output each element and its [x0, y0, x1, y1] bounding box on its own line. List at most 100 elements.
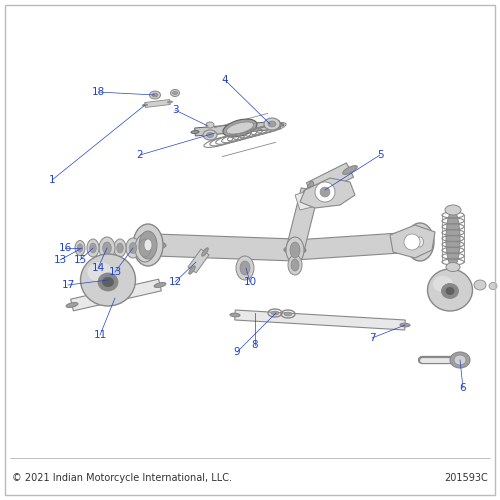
Ellipse shape [139, 239, 151, 257]
Ellipse shape [445, 205, 461, 215]
Text: 7: 7 [368, 333, 376, 343]
Ellipse shape [66, 302, 78, 308]
Ellipse shape [284, 312, 292, 316]
Text: 4: 4 [222, 75, 228, 85]
Ellipse shape [202, 248, 208, 256]
Polygon shape [390, 225, 435, 258]
Ellipse shape [87, 239, 99, 257]
Ellipse shape [144, 239, 152, 251]
Ellipse shape [284, 246, 306, 254]
Polygon shape [234, 310, 406, 330]
Ellipse shape [285, 246, 305, 254]
Circle shape [404, 234, 420, 250]
Ellipse shape [428, 269, 472, 311]
Polygon shape [306, 163, 354, 197]
Ellipse shape [135, 234, 155, 262]
Text: 6: 6 [460, 383, 466, 393]
Ellipse shape [77, 244, 83, 252]
Circle shape [315, 182, 335, 202]
Ellipse shape [88, 262, 112, 282]
Ellipse shape [489, 282, 497, 290]
Text: 14: 14 [92, 263, 104, 273]
Polygon shape [70, 279, 162, 311]
Text: 13: 13 [108, 267, 122, 277]
Ellipse shape [276, 124, 284, 126]
Polygon shape [295, 190, 320, 210]
Ellipse shape [446, 262, 460, 272]
Text: 9: 9 [234, 347, 240, 357]
Text: 1: 1 [48, 175, 56, 185]
Ellipse shape [450, 352, 470, 368]
Ellipse shape [102, 277, 114, 287]
Circle shape [320, 187, 330, 197]
Ellipse shape [268, 121, 276, 127]
Ellipse shape [236, 256, 254, 280]
Text: 201593C: 201593C [444, 473, 488, 483]
Text: 17: 17 [62, 280, 74, 290]
Polygon shape [154, 234, 296, 261]
Ellipse shape [433, 276, 453, 292]
Text: 16: 16 [58, 243, 71, 253]
Ellipse shape [129, 242, 137, 254]
Ellipse shape [102, 242, 112, 254]
Polygon shape [144, 100, 171, 108]
Text: 18: 18 [92, 87, 104, 97]
Ellipse shape [142, 104, 148, 106]
Ellipse shape [168, 101, 172, 103]
Text: 11: 11 [94, 330, 106, 340]
Ellipse shape [133, 224, 163, 266]
Ellipse shape [291, 259, 299, 271]
Ellipse shape [139, 231, 157, 259]
Ellipse shape [405, 238, 425, 246]
Polygon shape [188, 249, 209, 273]
Ellipse shape [99, 237, 115, 259]
Ellipse shape [203, 130, 217, 140]
Ellipse shape [291, 241, 299, 259]
Ellipse shape [223, 119, 257, 137]
Polygon shape [300, 178, 355, 208]
Text: 3: 3 [172, 105, 178, 115]
Ellipse shape [75, 240, 85, 256]
Ellipse shape [188, 266, 196, 274]
Ellipse shape [230, 313, 240, 317]
Ellipse shape [412, 230, 428, 254]
Ellipse shape [288, 255, 302, 275]
Ellipse shape [154, 282, 166, 288]
Ellipse shape [442, 284, 458, 298]
Text: 10: 10 [244, 277, 256, 287]
Ellipse shape [150, 91, 160, 99]
Ellipse shape [446, 287, 454, 295]
Polygon shape [194, 121, 280, 136]
Ellipse shape [116, 243, 123, 253]
Ellipse shape [170, 90, 179, 96]
Ellipse shape [286, 237, 304, 263]
Ellipse shape [152, 93, 158, 97]
Text: © 2021 Indian Motorcycle International, LLC.: © 2021 Indian Motorcycle International, … [12, 473, 232, 483]
Text: 8: 8 [252, 340, 258, 350]
Text: 5: 5 [376, 150, 384, 160]
Ellipse shape [172, 92, 178, 94]
Ellipse shape [342, 166, 357, 174]
Ellipse shape [446, 210, 460, 268]
Ellipse shape [90, 243, 96, 253]
Ellipse shape [98, 273, 118, 291]
Ellipse shape [306, 181, 314, 199]
Polygon shape [294, 232, 416, 260]
Text: 12: 12 [168, 277, 181, 287]
Text: 15: 15 [74, 255, 86, 265]
Ellipse shape [144, 241, 166, 249]
Polygon shape [286, 188, 318, 252]
Ellipse shape [264, 118, 280, 130]
Ellipse shape [191, 130, 199, 134]
Ellipse shape [226, 122, 254, 134]
Ellipse shape [80, 254, 136, 306]
Ellipse shape [206, 132, 214, 138]
Ellipse shape [126, 238, 140, 258]
Ellipse shape [406, 223, 434, 261]
Ellipse shape [206, 122, 214, 128]
Ellipse shape [302, 186, 318, 194]
Ellipse shape [114, 239, 126, 257]
Ellipse shape [416, 237, 424, 247]
Ellipse shape [454, 355, 466, 365]
Ellipse shape [400, 323, 410, 327]
